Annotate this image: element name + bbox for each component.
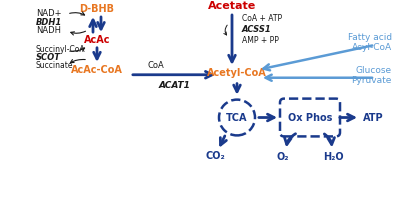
Text: Succinyl-CoA: Succinyl-CoA bbox=[36, 45, 86, 54]
Text: Succinate: Succinate bbox=[36, 61, 74, 70]
Text: O₂: O₂ bbox=[277, 152, 289, 162]
Text: D-BHB: D-BHB bbox=[80, 4, 114, 14]
Text: CO₂: CO₂ bbox=[205, 151, 225, 161]
Text: SCOT: SCOT bbox=[36, 53, 61, 62]
Text: TCA: TCA bbox=[226, 113, 248, 123]
Text: Acyl-CoA: Acyl-CoA bbox=[352, 43, 392, 52]
Text: ACSS1: ACSS1 bbox=[242, 25, 272, 35]
Text: CoA: CoA bbox=[148, 61, 165, 70]
Text: Acetyl-CoA: Acetyl-CoA bbox=[207, 68, 267, 78]
Text: ATP: ATP bbox=[363, 113, 384, 123]
Text: CoA + ATP: CoA + ATP bbox=[242, 14, 282, 22]
Text: ACAT1: ACAT1 bbox=[159, 81, 191, 90]
Text: Glucose: Glucose bbox=[356, 66, 392, 75]
Text: AcAc-CoA: AcAc-CoA bbox=[71, 65, 123, 75]
Text: Ox Phos: Ox Phos bbox=[288, 113, 332, 123]
Text: NAD+: NAD+ bbox=[36, 8, 62, 18]
Text: Acetate: Acetate bbox=[208, 1, 256, 11]
Text: AcAc: AcAc bbox=[84, 35, 110, 45]
Text: BDH1: BDH1 bbox=[36, 18, 62, 26]
Text: NADH: NADH bbox=[36, 26, 61, 35]
Text: H₂O: H₂O bbox=[323, 152, 343, 162]
Text: Fatty acid: Fatty acid bbox=[348, 33, 392, 42]
Text: AMP + PP: AMP + PP bbox=[242, 36, 279, 45]
Text: Pyruvate: Pyruvate bbox=[352, 76, 392, 85]
